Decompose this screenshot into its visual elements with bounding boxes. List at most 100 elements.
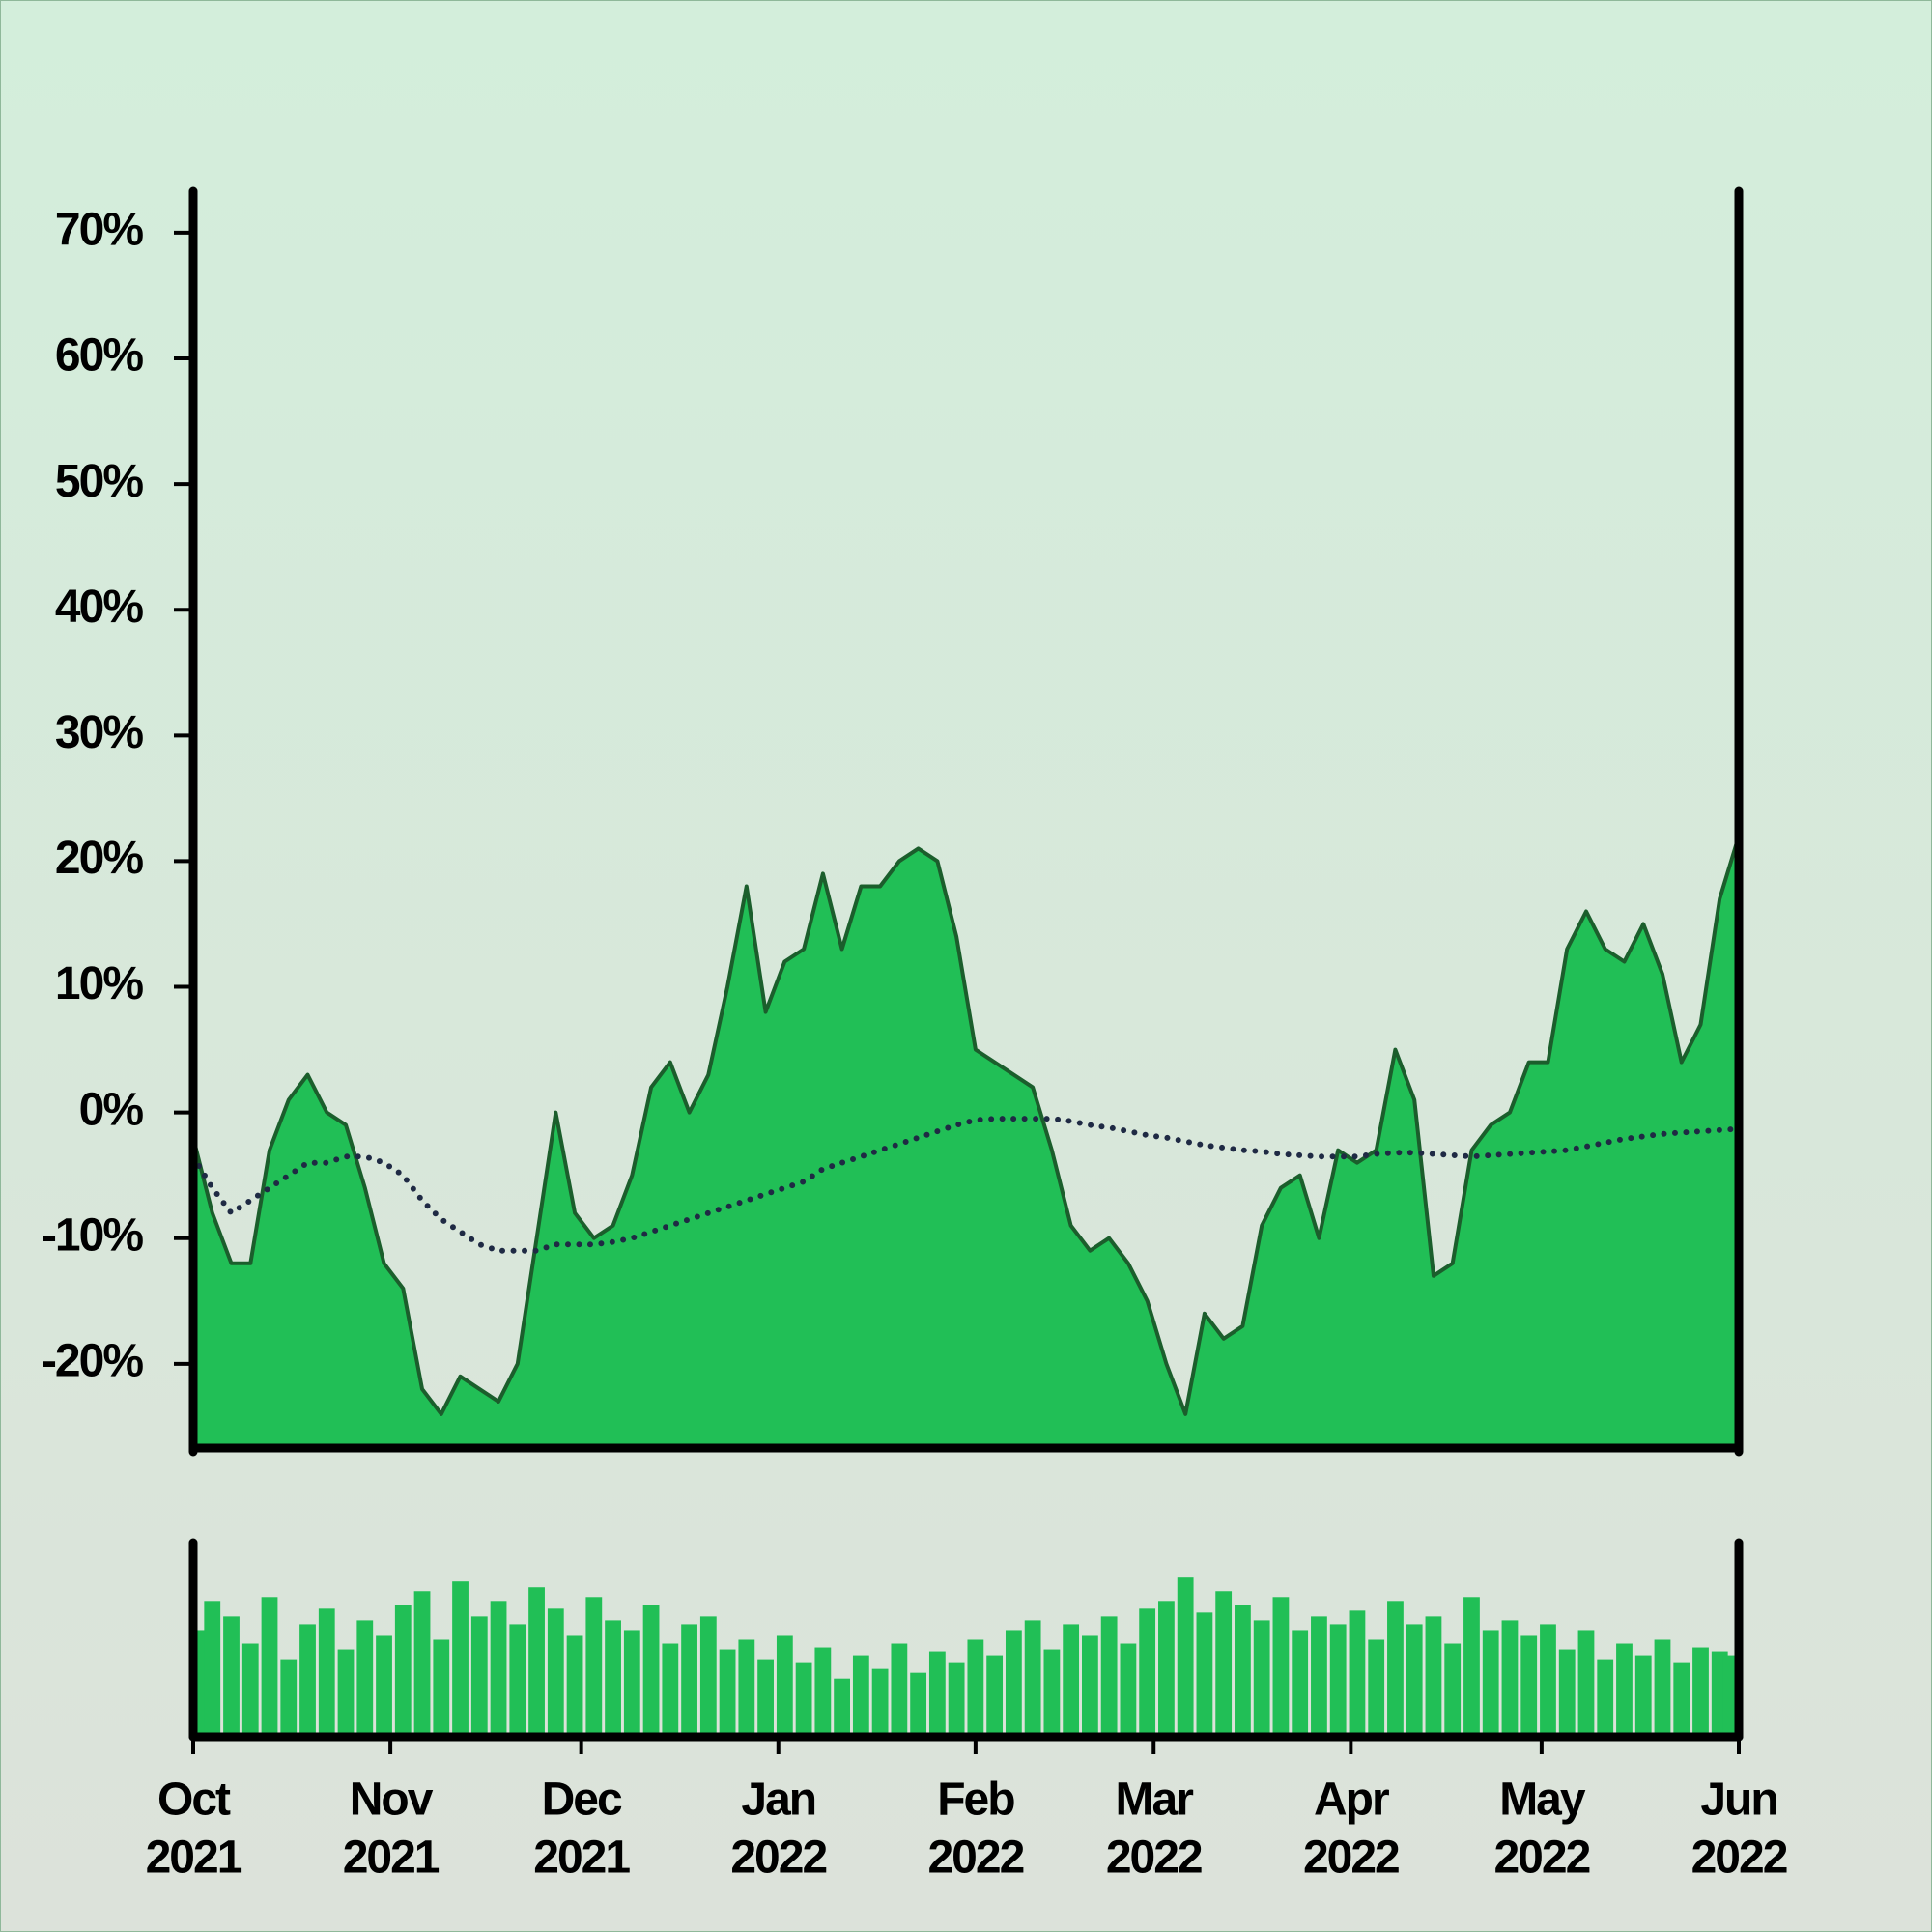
volume-bar (1272, 1597, 1290, 1737)
volume-bar (376, 1635, 392, 1737)
volume-bar (1406, 1624, 1423, 1737)
volume-bar (776, 1635, 793, 1737)
volume-bar (1368, 1639, 1385, 1737)
x-tick-label: 2022 (1493, 1833, 1589, 1884)
volume-bar (1577, 1630, 1595, 1737)
x-tick-label: May (1499, 1775, 1586, 1826)
volume-bar (1005, 1630, 1022, 1737)
volume-bar (1520, 1635, 1538, 1737)
volume-bar (662, 1643, 679, 1737)
x-tick-label: 2021 (533, 1833, 630, 1884)
x-tick-label: Mar (1116, 1775, 1194, 1826)
y-tick-label: 40% (55, 582, 143, 633)
volume-bar (1616, 1643, 1633, 1737)
volume-bar (1043, 1649, 1061, 1737)
volume-bar (719, 1649, 736, 1737)
volume-bar (1501, 1620, 1519, 1737)
volume-bar (470, 1616, 488, 1737)
x-tick-label: 2022 (730, 1833, 826, 1884)
volume-bar (967, 1639, 984, 1737)
area-fill (193, 836, 1739, 1448)
volume-bar (834, 1678, 850, 1737)
volume-bar (1349, 1610, 1366, 1737)
x-tick-label: Nov (350, 1775, 434, 1826)
volume-bar (891, 1643, 908, 1737)
volume-bar (757, 1659, 774, 1737)
y-tick-label: -10% (42, 1209, 143, 1261)
volume-bar (452, 1581, 469, 1737)
volume-bar (242, 1643, 259, 1737)
volume-bar (986, 1655, 1004, 1737)
volume-bar (1425, 1616, 1442, 1737)
x-tick-label: 2022 (1106, 1833, 1202, 1884)
volume-bar (928, 1651, 946, 1737)
volume-bar (910, 1672, 927, 1737)
volume-bar (1063, 1624, 1080, 1737)
volume-bar (413, 1591, 431, 1737)
x-tick-label: 2022 (1691, 1833, 1787, 1884)
volume-bar (605, 1620, 621, 1737)
volume-bar (1311, 1616, 1327, 1737)
plot-area (193, 835, 1739, 1448)
volume-bar (1463, 1597, 1480, 1737)
volume-bar (699, 1616, 717, 1737)
volume-bar (1158, 1601, 1175, 1737)
volume-bar (852, 1655, 869, 1737)
moving-average-line (193, 1116, 1739, 1254)
volume-bar (528, 1587, 545, 1737)
volume-bar (1692, 1647, 1709, 1737)
volume-bar (1387, 1601, 1404, 1737)
x-tick-label: 2022 (927, 1833, 1023, 1884)
volume-bar (623, 1630, 640, 1737)
volume-bar (1253, 1620, 1270, 1737)
volume-bar (738, 1639, 755, 1737)
x-tick-label: 2021 (146, 1833, 242, 1884)
y-tick-label: 60% (55, 330, 143, 382)
volume-bar (299, 1624, 316, 1737)
volume-bar (1177, 1577, 1194, 1737)
volume-bar (948, 1662, 965, 1737)
volume-bar (566, 1635, 583, 1737)
y-tick-label: 20% (55, 833, 143, 884)
y-tick-label: 30% (55, 707, 143, 758)
volume-bar (1444, 1643, 1462, 1737)
volume-bar (1558, 1649, 1576, 1737)
volume-bar (871, 1668, 889, 1737)
volume-bar (795, 1662, 812, 1737)
volume-bar (1100, 1616, 1118, 1737)
y-tick-label: 50% (55, 456, 143, 507)
volume-bar (642, 1605, 660, 1737)
volume-bar (1654, 1639, 1671, 1737)
volume-bar (1292, 1630, 1309, 1737)
volume-bar (1235, 1605, 1251, 1737)
volume-bar (1634, 1655, 1652, 1737)
x-tick-label: Jan (741, 1775, 815, 1826)
volume-bar (814, 1647, 832, 1737)
volume-bar (1540, 1624, 1556, 1737)
volume-bar (585, 1597, 603, 1737)
y-tick-label: 70% (55, 205, 143, 256)
volume-bar (681, 1624, 697, 1737)
y-tick-label: 10% (55, 958, 143, 1009)
y-tick-label: 0% (79, 1084, 144, 1135)
volume-bar (547, 1608, 564, 1737)
volume-bar (337, 1649, 355, 1737)
volume-bar (280, 1659, 298, 1737)
volume-bar (356, 1620, 374, 1737)
volume-bar (261, 1597, 278, 1737)
volume-bar (1329, 1624, 1347, 1737)
x-tick-label: Jun (1700, 1775, 1776, 1826)
x-tick-label: 2021 (343, 1833, 440, 1884)
volume-bar (509, 1624, 526, 1737)
volume-bar (1120, 1643, 1137, 1737)
volume-bar (318, 1608, 335, 1737)
x-tick-label: Dec (542, 1775, 622, 1826)
volume-bar (1139, 1608, 1156, 1737)
volume-bar (394, 1605, 412, 1737)
volume-bar (204, 1601, 221, 1737)
x-tick-label: Feb (937, 1775, 1014, 1826)
x-tick-label: Oct (157, 1775, 231, 1826)
volume-bar (433, 1639, 450, 1737)
